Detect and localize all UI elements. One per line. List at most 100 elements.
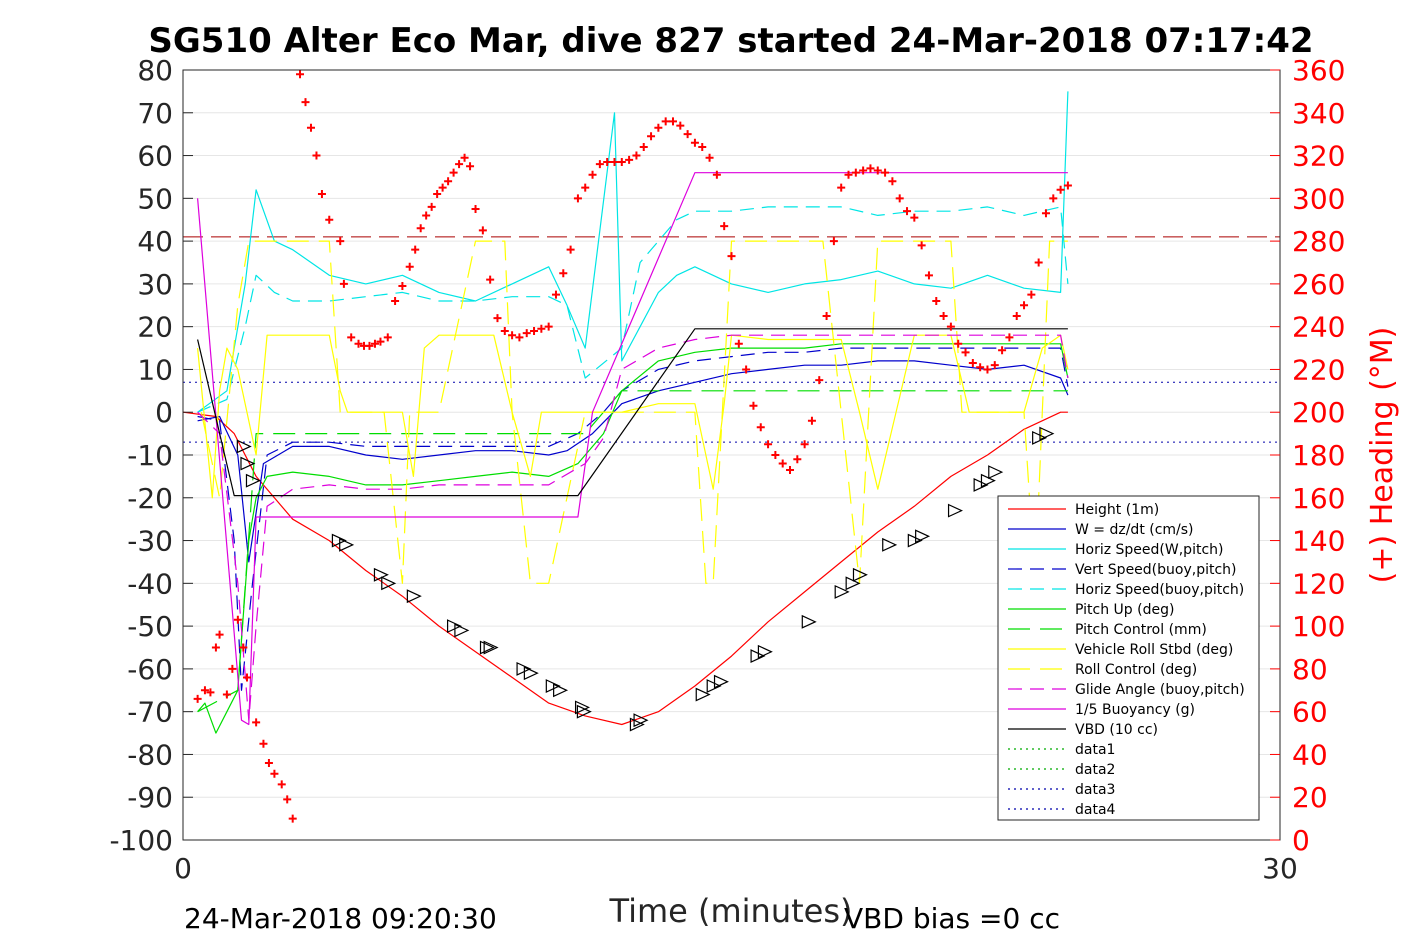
heading-point	[625, 155, 634, 164]
legend-label-horiz: Horiz Speed(W,pitch)	[1075, 542, 1223, 558]
heading-point	[1020, 301, 1029, 310]
height-marker	[757, 644, 773, 659]
height-marker	[882, 537, 898, 552]
heading-point	[383, 333, 392, 342]
height-marker	[245, 473, 261, 488]
heading-point	[222, 690, 231, 699]
heading-point	[493, 314, 502, 323]
heading-point	[1027, 290, 1036, 299]
heading-point	[200, 686, 209, 695]
heading-point	[764, 440, 773, 449]
heading-point	[242, 673, 251, 682]
heading-point	[698, 143, 707, 151]
y2-tick-label: 260	[1292, 268, 1345, 301]
y-tick-label: -70	[127, 696, 173, 729]
heading-point	[917, 241, 926, 250]
series-line-pitchctl	[197, 390, 1068, 713]
heading-point	[478, 226, 487, 235]
heading-point	[851, 168, 860, 177]
heading-point	[277, 780, 286, 789]
heading-point	[537, 324, 546, 333]
heading-point	[939, 311, 948, 320]
marker-layer	[236, 426, 1055, 732]
heading-point	[734, 339, 743, 348]
heading-point	[460, 153, 469, 162]
height-marker	[750, 649, 766, 663]
height-marker	[516, 661, 532, 676]
height-marker	[331, 533, 347, 548]
y2-tick-label: 80	[1292, 653, 1328, 686]
heading-point	[807, 416, 816, 425]
heading-point	[508, 331, 517, 340]
y-tick-label: -80	[127, 738, 173, 771]
heading-point	[566, 245, 575, 254]
height-marker	[574, 700, 591, 715]
heading-point	[376, 337, 385, 346]
height-marker	[381, 576, 397, 591]
series-line-pitch	[197, 343, 1069, 734]
y-tick-label: -100	[109, 824, 173, 857]
heading-point	[705, 153, 714, 162]
heading-point	[873, 166, 882, 175]
heading-point	[455, 160, 464, 169]
x-tick-label: 30	[1262, 852, 1298, 885]
heading-point	[500, 326, 509, 335]
heading-point	[1056, 185, 1065, 194]
series-line-buoy	[197, 172, 1068, 726]
heading-point	[881, 168, 890, 177]
series-line-glide	[197, 334, 1069, 721]
heading-point	[411, 245, 420, 254]
heading-point	[471, 205, 480, 214]
height-marker	[852, 567, 868, 582]
height-marker	[236, 439, 252, 454]
heading-point	[288, 814, 297, 823]
height-marker	[1039, 426, 1055, 441]
height-marker	[834, 584, 850, 599]
y2-tick-label: 360	[1292, 54, 1345, 87]
height-marker	[706, 679, 722, 693]
y-tick-label: 30	[137, 268, 173, 301]
height-marker	[907, 533, 923, 548]
height-marker	[695, 687, 711, 702]
y2-tick-label: 120	[1292, 567, 1345, 600]
heading-point	[416, 224, 425, 233]
heading-point	[632, 151, 641, 160]
heading-point	[998, 346, 1007, 355]
y2-tick-label: 200	[1292, 396, 1345, 429]
heading-point	[683, 130, 692, 139]
y-axis: 80 70 60 50 40 30 20 10 0 -10 -20 -30 -40 -50 -60 -70 -8…	[109, 54, 193, 857]
series-layer	[182, 91, 1069, 734]
heading-point	[866, 164, 875, 173]
height-marker	[373, 567, 389, 582]
y-tick-label: 60	[137, 140, 173, 173]
heading-point	[339, 279, 348, 288]
legend-label-data2: data2	[1075, 762, 1115, 778]
heading-point	[405, 262, 414, 271]
heading-point	[654, 123, 663, 132]
heading-point	[1034, 258, 1043, 267]
height-marker	[454, 623, 470, 638]
heading-point	[296, 70, 305, 79]
heading-point	[573, 194, 582, 203]
heading-point	[910, 213, 919, 222]
height-marker	[801, 614, 817, 629]
heading-point	[252, 718, 261, 727]
height-marker	[406, 589, 422, 604]
heading-point	[603, 157, 612, 166]
y-tick-label: 10	[137, 353, 173, 386]
heading-point	[778, 459, 787, 468]
heading-point	[793, 455, 802, 464]
heading-point	[932, 297, 941, 305]
heading-point	[259, 739, 268, 748]
heading-point	[1012, 311, 1021, 320]
legend-label-w: W = dz/dt (cm/s)	[1075, 522, 1194, 538]
heading-point	[771, 451, 780, 459]
heading-point	[961, 348, 970, 357]
legend-label-rollctl: Roll Control (deg)	[1075, 662, 1197, 678]
heading-point	[449, 168, 458, 177]
legend-box	[997, 495, 1260, 821]
heading-point	[668, 117, 677, 126]
heading-point	[647, 132, 656, 141]
y2-tick-label: 40	[1292, 738, 1328, 771]
height-marker	[240, 456, 256, 471]
